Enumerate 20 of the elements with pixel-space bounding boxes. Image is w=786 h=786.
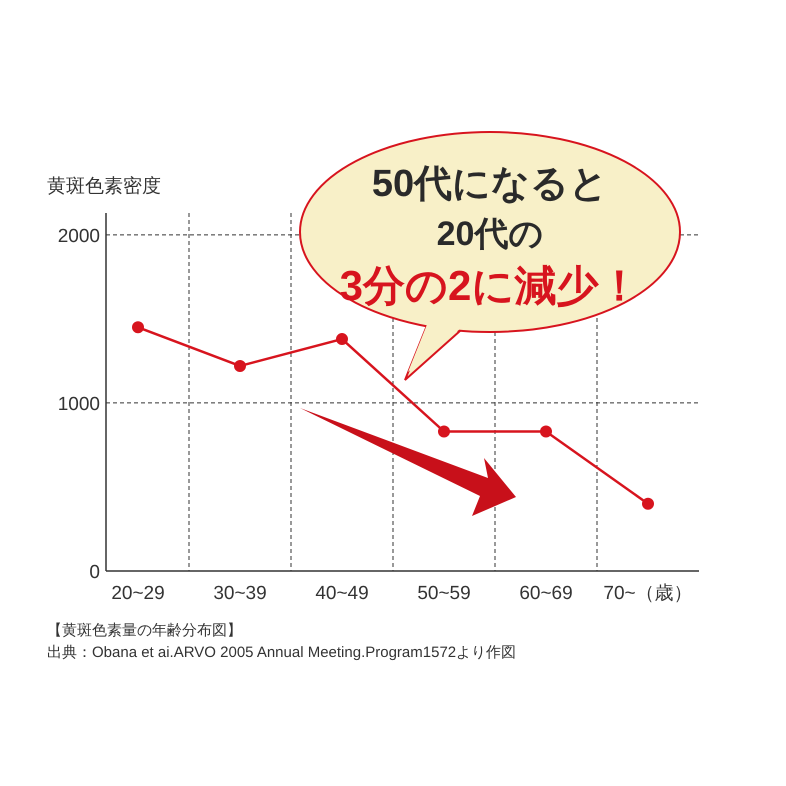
point [336,333,348,346]
text: 【黄斑色素量の年齢分布図】 [47,622,242,639]
y-tick-label: 0 [89,562,100,583]
x-tick-label: 70~（歳） [603,583,693,604]
annotation: 20代の [436,215,544,253]
y-tick-label: 1000 [58,394,100,415]
text: 50代になると [372,163,608,205]
x-tick-label: 60~69 [519,583,573,604]
x-tick-label: 40~49 [315,583,369,604]
y-axis-title: 黄斑色素密度 [47,175,161,197]
point [234,360,246,372]
point [540,426,552,438]
source-note: 出典：Obana et ai.ARVO 2005 Annual Meeting.Program1572より作図 [47,644,516,661]
x-tick-label: 30~39 [213,583,267,604]
point [132,321,144,334]
point [642,498,654,510]
point [438,426,450,438]
y-tick-label: 2000 [58,226,100,247]
x-tick-label: 50~59 [417,583,471,604]
x-tick-label: 20~29 [111,583,165,604]
